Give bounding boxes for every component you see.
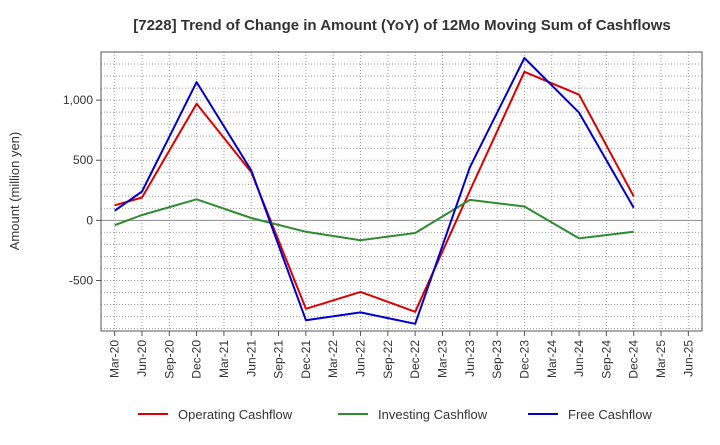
x-tick-label: Mar-22 (326, 340, 340, 378)
x-tick-label: Sep-24 (599, 340, 613, 379)
x-tick-label: Jun-24 (572, 340, 586, 377)
x-tick-label: Dec-20 (190, 340, 204, 379)
x-tick-label: Jun-25 (681, 340, 695, 377)
y-axis-label: Amount (million yen) (7, 132, 22, 251)
series-line-investing-cashflow (114, 198, 634, 242)
x-tick-label: Mar-23 (435, 340, 449, 378)
y-tick-label: 500 (73, 153, 93, 167)
x-tick-label: Sep-21 (272, 340, 286, 379)
x-tick-label: Jun-23 (463, 340, 477, 377)
series-layer (114, 57, 635, 325)
x-tick-label: Dec-23 (517, 340, 531, 379)
x-tick-label: Mar-21 (217, 340, 231, 378)
chart-title: [7228] Trend of Change in Amount (YoY) o… (133, 17, 671, 34)
legend-label-operating-cashflow: Operating Cashflow (178, 407, 293, 422)
y-tick-label: -500 (69, 273, 93, 287)
grid-layer (101, 52, 702, 331)
x-tick-label: Sep-20 (162, 340, 176, 379)
x-tick-label: Dec-24 (627, 340, 641, 379)
axis-layer: 1,000 500 0 -500 Mar-20 Jun-20 Sep-20 Dec-20 Mar… (63, 51, 703, 379)
plot-frame (100, 51, 703, 332)
x-tick-label: Mar-20 (108, 340, 122, 378)
y-tick-label: 0 (86, 213, 93, 227)
x-tick-label: Jun-22 (354, 340, 368, 377)
x-tick-label: Mar-24 (545, 340, 559, 378)
x-tick-label: Dec-21 (299, 340, 313, 379)
x-tick-label: Dec-22 (408, 340, 422, 379)
x-tick-label: Jun-21 (244, 340, 258, 377)
legend: Operating Cashflow Investing Cashflow Free… (138, 407, 652, 422)
x-tick-label: Sep-23 (490, 340, 504, 379)
y-tick-label: 1,000 (63, 93, 93, 107)
series-line-free-cashflow (114, 57, 635, 325)
series-line-operating-cashflow (114, 70, 635, 313)
legend-label-free-cashflow: Free Cashflow (568, 407, 652, 422)
legend-label-investing-cashflow: Investing Cashflow (378, 407, 488, 422)
x-tick-label: Mar-25 (654, 340, 668, 378)
x-tick-label: Jun-20 (135, 340, 149, 377)
x-tick-label: Sep-22 (381, 340, 395, 379)
